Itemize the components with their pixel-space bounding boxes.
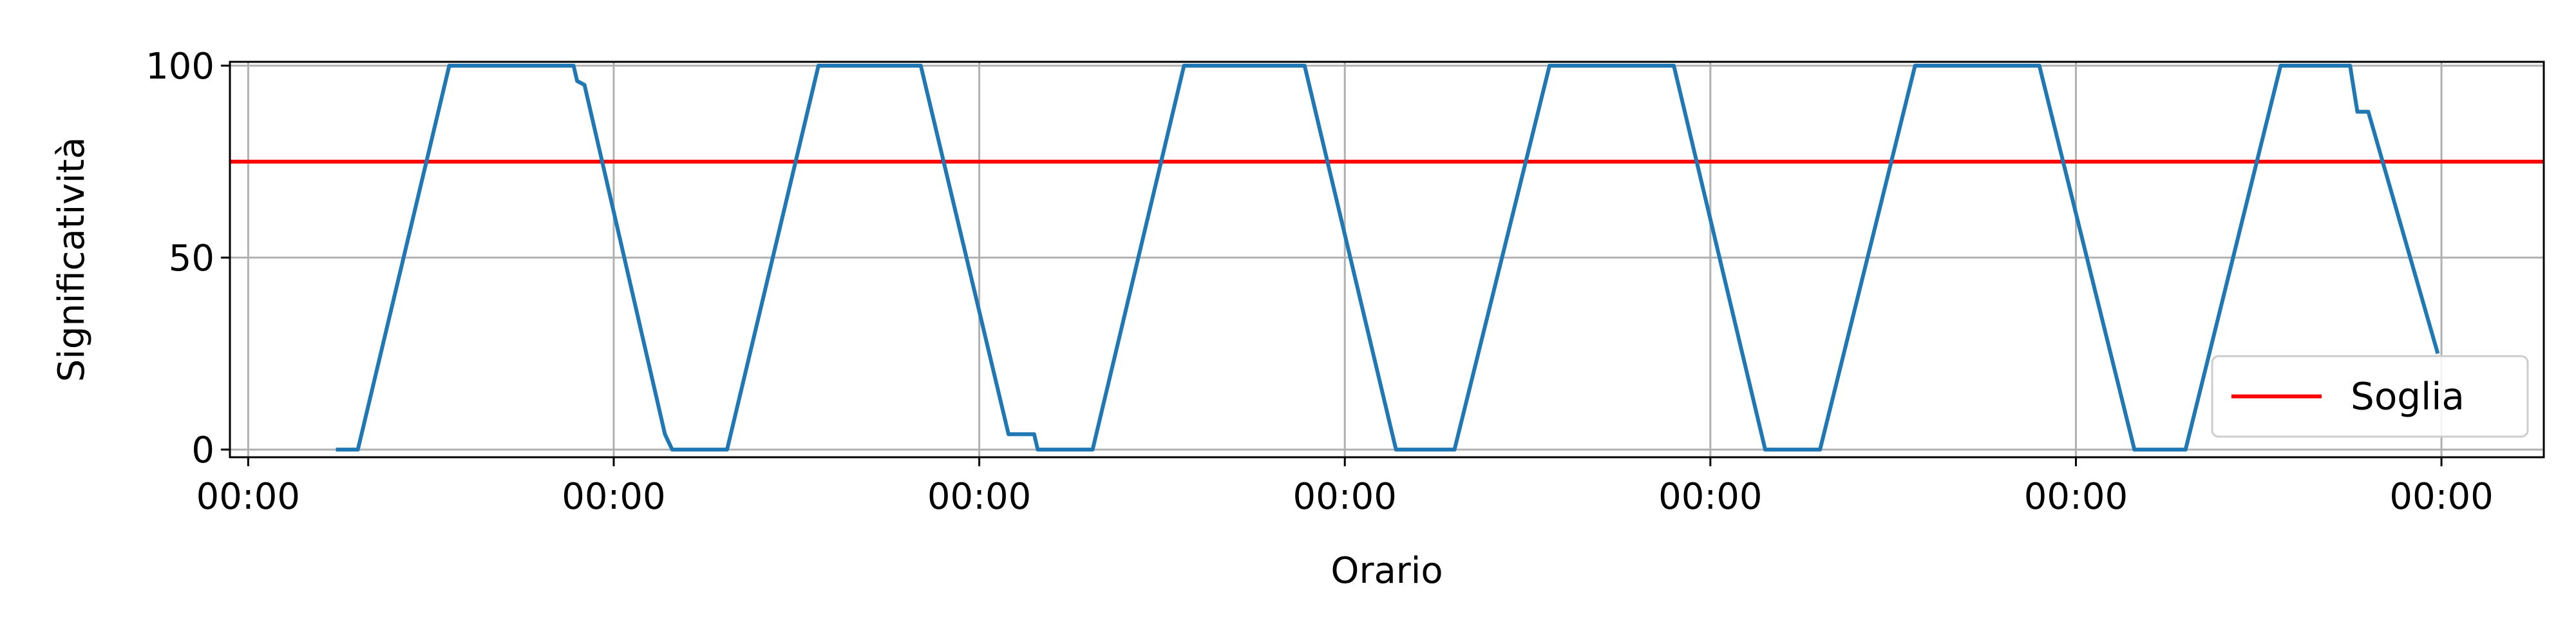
- y-axis-label: Significatività: [51, 137, 93, 383]
- legend-label-soglia: Soglia: [2351, 375, 2465, 419]
- x-tick-label: 00:00: [2389, 476, 2493, 518]
- x-tick-label: 00:00: [1293, 476, 1397, 518]
- y-tick-label: 100: [146, 46, 214, 88]
- x-tick-label: 00:00: [1658, 476, 1762, 518]
- legend-box: [2211, 355, 2529, 438]
- x-tick-label: 00:00: [562, 476, 665, 518]
- ticks: 00:00 00:00 00:00 00:00 00:00 00:00 00:00 0 50 10…: [146, 46, 2494, 518]
- legend: Soglia: [2211, 355, 2529, 438]
- x-axis-label: Orario: [1331, 550, 1443, 592]
- plot-frame: [229, 61, 2545, 459]
- series-line: [336, 64, 2440, 452]
- x-tick-label: 00:00: [2024, 476, 2128, 518]
- y-tick-label: 0: [191, 430, 214, 471]
- y-tick-label: 50: [169, 238, 214, 279]
- x-tick-label: 00:00: [927, 476, 1031, 518]
- series: [336, 64, 2440, 452]
- x-tick-label: 00:00: [196, 476, 300, 518]
